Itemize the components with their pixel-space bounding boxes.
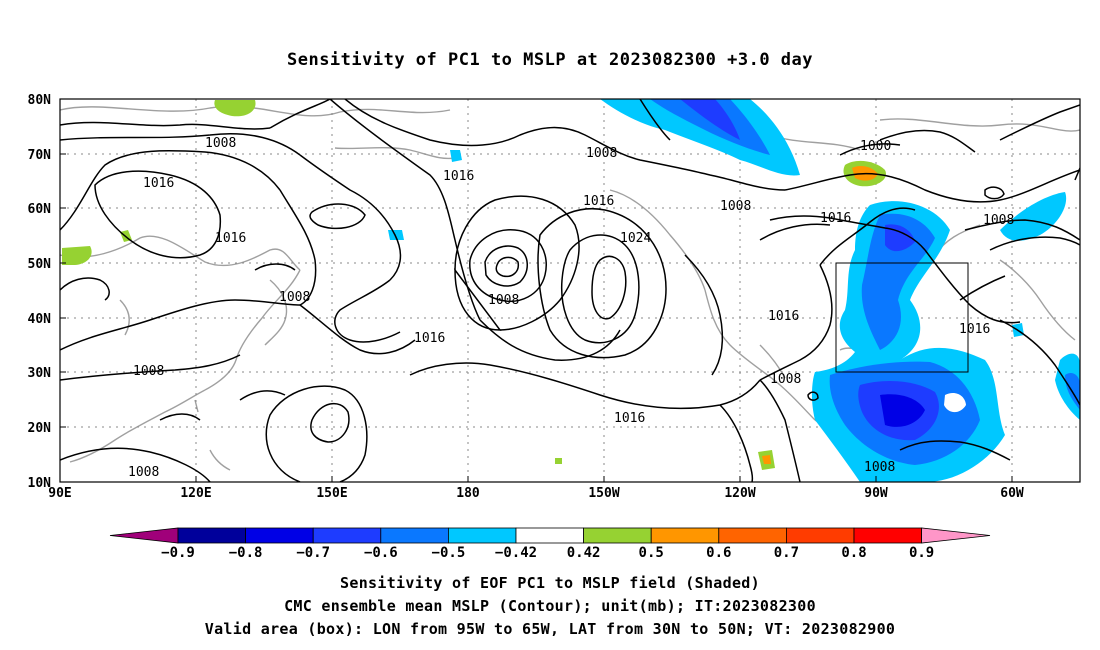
contour-label: 1016 [443,169,474,184]
contour-label: 1008 [864,460,895,475]
lon-label: 90W [864,486,888,501]
sensitivity-shading [62,99,1080,482]
contour-label: 1024 [620,231,651,246]
colorbar-right-arrow [921,527,991,544]
contour-label: 1008 [720,199,751,214]
colorbar-swatch [786,527,855,544]
colorbar-swatch [380,527,449,544]
colorbar-label: 0.42 [567,545,601,561]
contour-label: 1008 [770,372,801,387]
colorbar-label: 0.9 [909,545,934,561]
contour-label: 1008 [488,293,519,308]
graticule [60,99,1080,482]
colorbar-swatch [447,527,517,544]
colorbar-swatch [650,527,720,544]
valid-area-box [835,262,969,373]
mslp-contours [60,99,1080,482]
contour-label: 1016 [215,231,246,246]
colorbar-label: 0.6 [706,545,731,561]
lon-label: 180 [456,486,480,501]
colorbar-swatch [583,527,652,544]
figure-title: Sensitivity of PC1 to MSLP at 2023082300… [286,50,813,70]
contour-label: 1008 [133,364,164,379]
lat-label: 20N [28,421,52,436]
colorbar: −0.9 −0.8 −0.7 −0.6 −0.5 −0.42 0.42 0.5 0.6 0.7 0.… [109,527,991,561]
lon-label: 120E [180,486,211,501]
contour-label: 1008 [128,465,159,480]
contour-label: 1008 [279,290,310,305]
colorbar-swatch [177,527,246,544]
lon-label: 150W [588,486,619,501]
caption-valid-area: Valid area (box): LON from 95W to 65W, L… [204,620,896,638]
lat-label: 80N [28,93,52,108]
lat-label: 10N [28,476,52,491]
contour-label: 1016 [414,331,445,346]
colorbar-label: 0.8 [841,545,866,561]
lon-label: 120W [724,486,755,501]
axis-ticks [60,98,1013,482]
colorbar-label: −0.8 [229,545,263,561]
colorbar-swatch [515,527,584,544]
contour-label: 1016 [143,176,174,191]
contour-labels: 1008 1016 1016 1008 1008 1008 1016 1016 … [128,136,1014,480]
longitude-labels: 90E 120E 150E 180 150W 120W 90W 60W [48,486,1024,501]
colorbar-label: −0.6 [364,545,398,561]
lat-label: 50N [28,257,52,272]
caption-shading: Sensitivity of EOF PC1 to MSLP field (Sh… [340,574,760,592]
colorbar-label: −0.9 [161,545,195,561]
lon-label: 150E [316,486,347,501]
colorbar-swatch [245,527,314,544]
coastlines [60,105,1080,471]
contour-label: 1016 [959,322,990,337]
colorbar-swatch [312,527,382,544]
colorbar-label: −0.7 [296,545,330,561]
colorbar-swatch [718,527,787,544]
lat-label: 30N [28,366,52,381]
colorbar-label: −0.42 [495,545,537,561]
contour-label: 1016 [583,194,614,209]
lon-label: 60W [1000,486,1024,501]
colorbar-label: 0.5 [639,545,664,561]
lat-label: 70N [28,148,52,163]
lat-label: 60N [28,202,52,217]
colorbar-label: −0.5 [432,545,466,561]
colorbar-swatch [853,527,922,544]
colorbar-left-arrow [109,527,179,544]
caption-contour: CMC ensemble mean MSLP (Contour); unit(m… [284,597,816,615]
contour-label: 1008 [586,146,617,161]
latitude-labels: 80N 70N 60N 50N 40N 30N 20N 10N [28,93,52,491]
contour-label: 1008 [983,213,1014,228]
contour-label: 1016 [614,411,645,426]
colorbar-label: 0.7 [774,545,799,561]
contour-label: 1000 [860,139,891,154]
map-frame [59,98,1081,483]
lat-label: 40N [28,312,52,327]
contour-label: 1016 [820,211,851,226]
contour-label: 1016 [768,309,799,324]
lon-label: 90E [48,486,71,501]
contour-label: 1008 [205,136,236,151]
